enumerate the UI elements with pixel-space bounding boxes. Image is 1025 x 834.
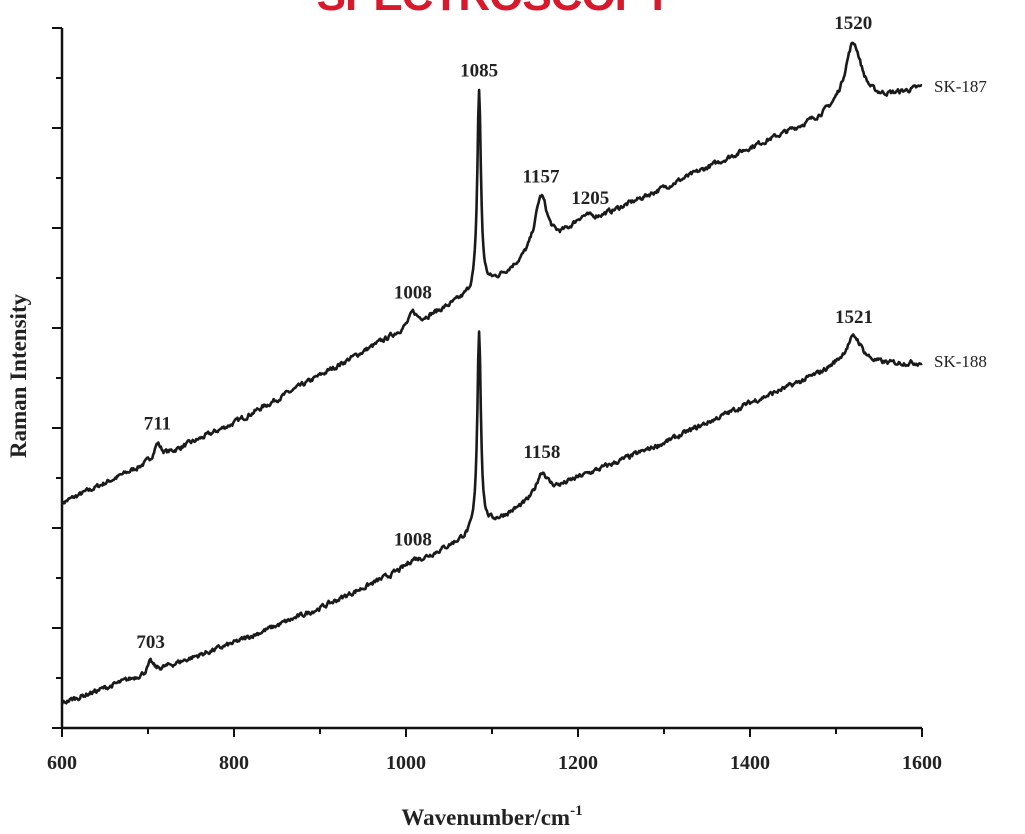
brand-title: SPECTROSCOPY	[317, 0, 672, 20]
peak-label-sk-188-1158: 1158	[523, 442, 560, 463]
peak-label-sk-187-1008: 1008	[394, 283, 432, 304]
peak-label-sk-187-1157: 1157	[523, 167, 560, 188]
series-layer	[60, 41, 923, 705]
series-line-sk-187	[60, 41, 923, 506]
x-tick-label-1000: 1000	[386, 752, 426, 774]
x-tick-label-1200: 1200	[558, 752, 598, 774]
peak-label-sk-188-1521: 1521	[835, 307, 873, 328]
x-axis-title: Wavenumber/cm-1	[401, 803, 582, 830]
chart-axes: 600 800 1000 1200 1400 1600	[47, 27, 942, 774]
series-label-sk-188: SK-188	[934, 352, 987, 371]
x-tick-label-600: 600	[47, 752, 77, 774]
x-tick-label-1400: 1400	[730, 752, 770, 774]
x-axis-title-superscript: -1	[570, 803, 583, 819]
series-line-sk-188	[60, 330, 923, 705]
x-tick-label-1600: 1600	[902, 752, 942, 774]
x-axis-title-text: Wavenumber/cm	[401, 805, 570, 830]
peak-label-sk-188-1008: 1008	[394, 530, 432, 551]
series-label-sk-187: SK-187	[934, 77, 987, 96]
peak-label-sk-187-711: 711	[144, 414, 171, 435]
x-tick-label-800: 800	[219, 752, 249, 774]
peak-label-sk-187-1085: 1085	[460, 61, 498, 82]
peak-label-sk-187-1520: 1520	[834, 13, 872, 34]
peak-label-sk-188-703: 703	[136, 632, 165, 653]
peak-labels-layer: SK-187 711 1008 1085 1157 1205 1520 SK-188 703 10…	[136, 13, 987, 653]
peak-label-sk-187-1205: 1205	[571, 188, 609, 209]
y-axis-title: Raman Intensity	[6, 293, 31, 458]
